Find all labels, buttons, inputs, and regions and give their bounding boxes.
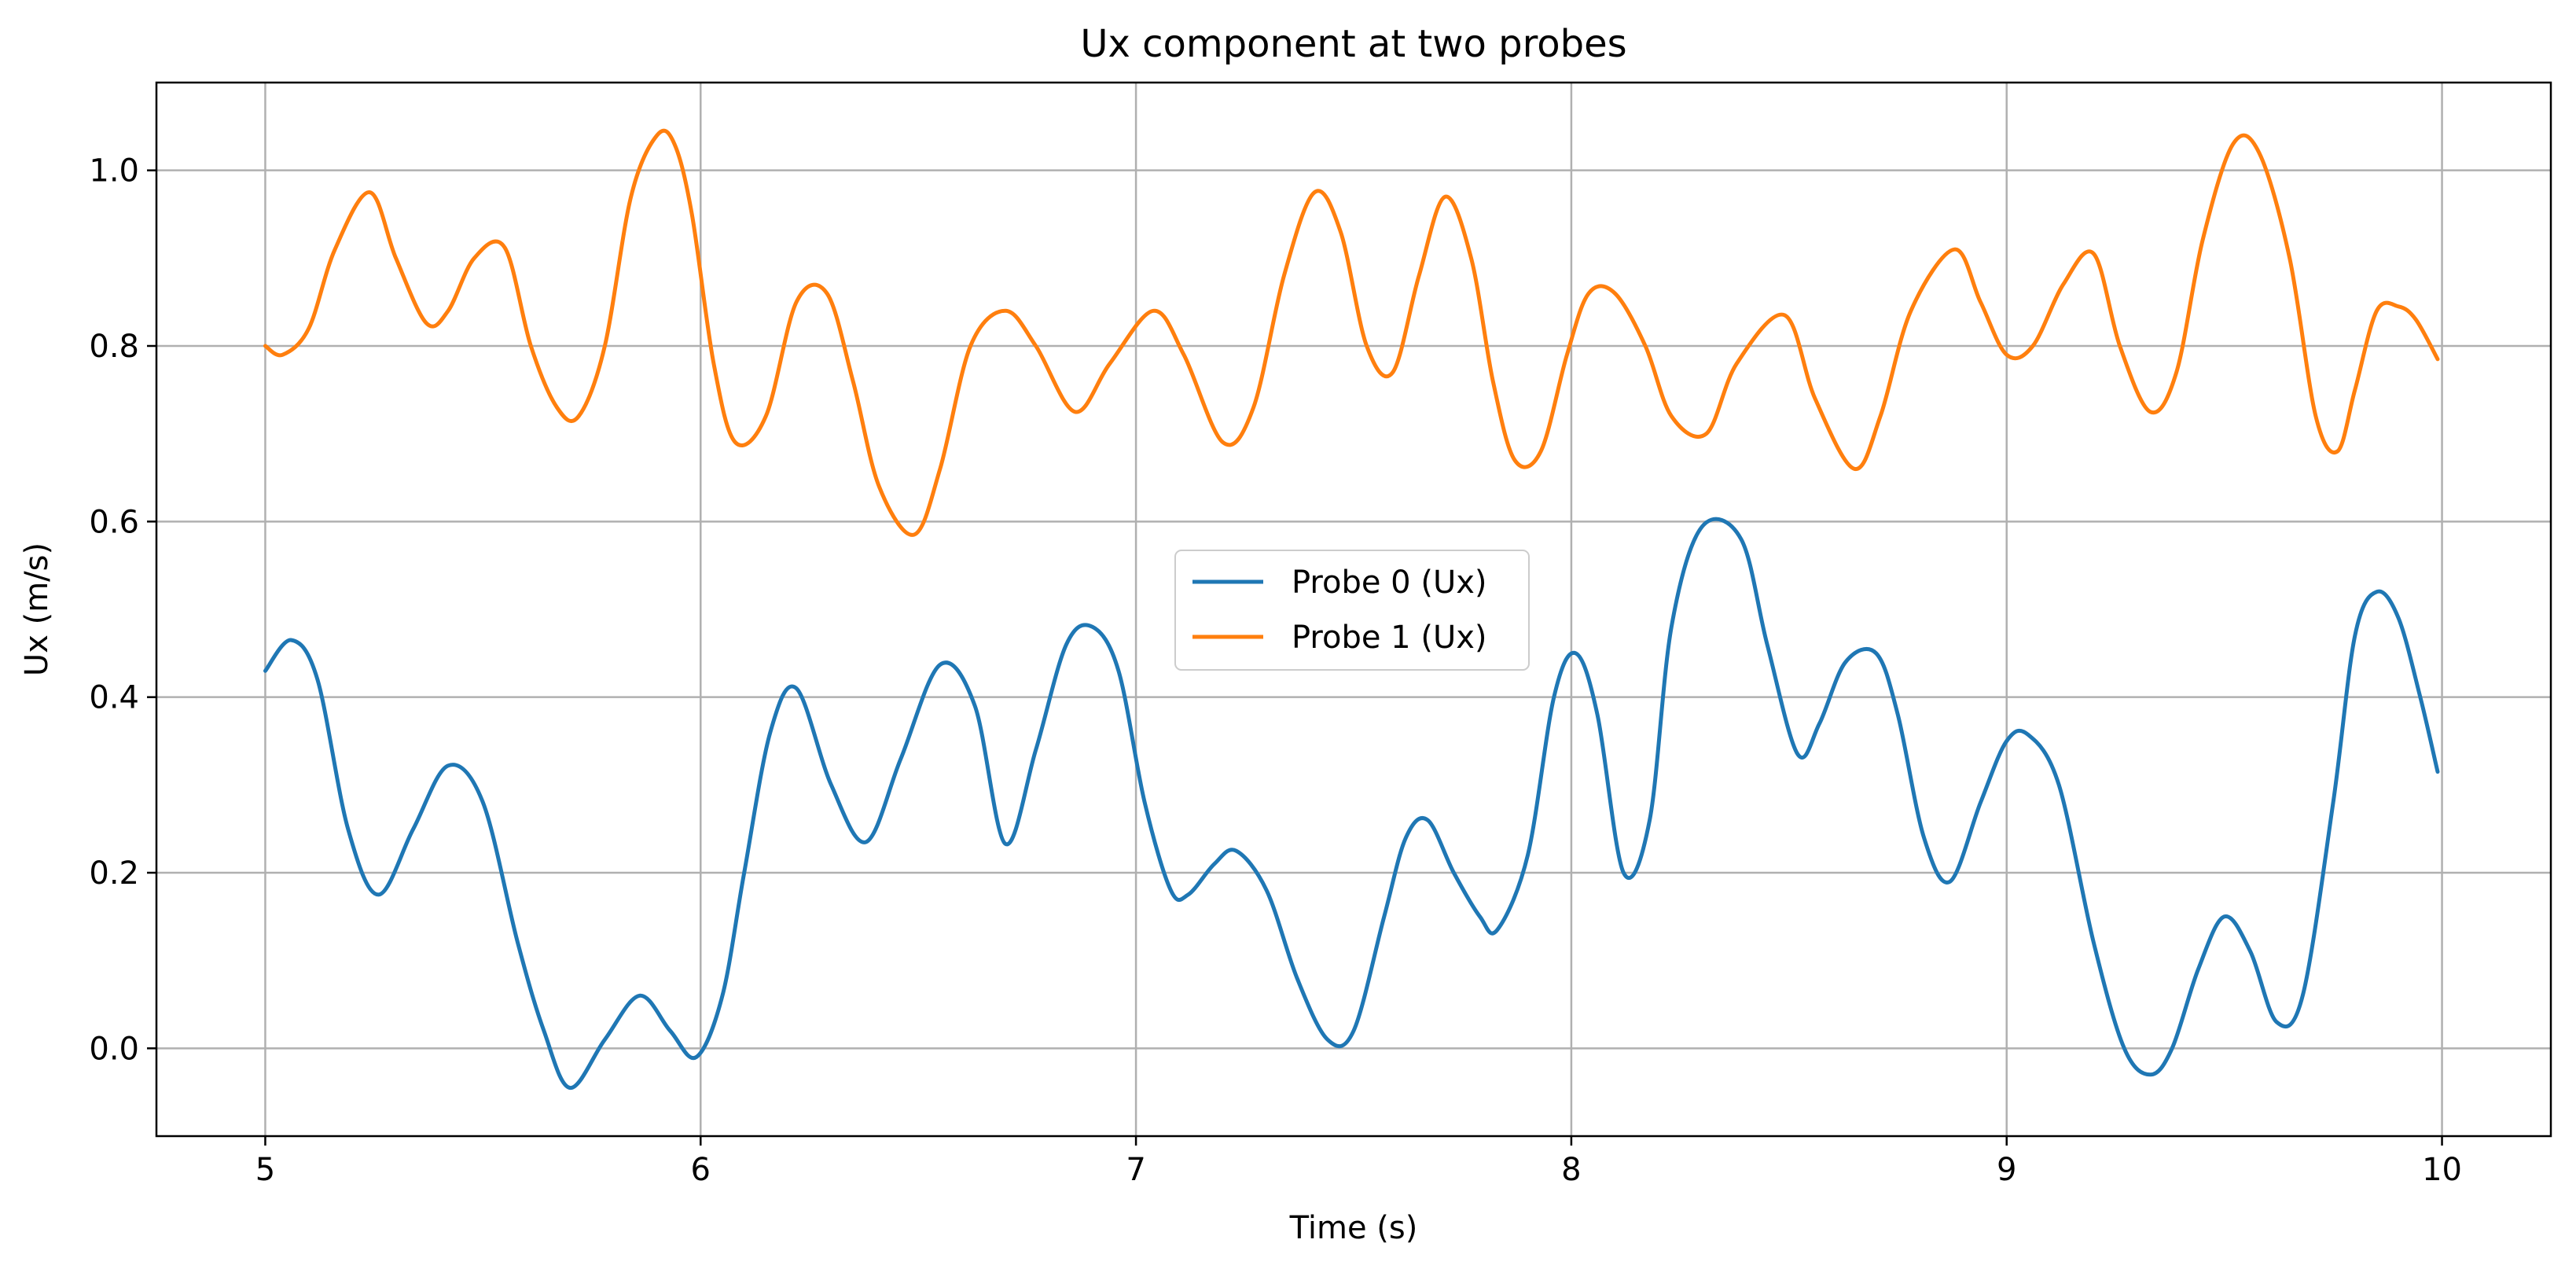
x-tick-label: 8 xyxy=(1561,1152,1581,1188)
y-tick-label: 0.2 xyxy=(89,855,139,892)
legend-label-probe-1: Probe 1 (Ux) xyxy=(1292,620,1487,656)
series-line-probe-0 xyxy=(263,517,2440,1091)
gridlines xyxy=(156,83,2551,1136)
x-tick-label: 5 xyxy=(255,1152,275,1188)
plot-frame xyxy=(155,81,2552,1138)
legend-label-probe-0: Probe 0 (Ux) xyxy=(1292,565,1487,601)
legend-box xyxy=(1174,550,1530,671)
y-tick-label: 0.4 xyxy=(89,680,139,716)
y-tick-label: 0.0 xyxy=(89,1031,139,1067)
series-line-probe-1 xyxy=(263,128,2440,537)
chart-title: Ux component at two probes xyxy=(1080,22,1626,66)
series-lines xyxy=(263,128,2440,1091)
y-tick-label: 1.0 xyxy=(89,153,139,189)
x-tick-label: 9 xyxy=(1997,1152,2016,1188)
x-tick-label: 10 xyxy=(2422,1152,2462,1188)
legend: Probe 0 (Ux) Probe 1 (Ux) xyxy=(1174,550,1530,671)
x-tick-label: 7 xyxy=(1126,1152,1145,1188)
x-tick-label: 6 xyxy=(691,1152,711,1188)
axis-ticks: 5 6 7 8 9 10 0.0 0.2 0.4 0.6 0.8 1.0 xyxy=(89,153,2462,1188)
y-tick-label: 0.8 xyxy=(89,329,139,365)
y-tick-label: 0.6 xyxy=(89,504,139,540)
y-axis-title: Ux (m/s) xyxy=(19,543,55,676)
x-axis-title: Time (s) xyxy=(1289,1210,1418,1246)
